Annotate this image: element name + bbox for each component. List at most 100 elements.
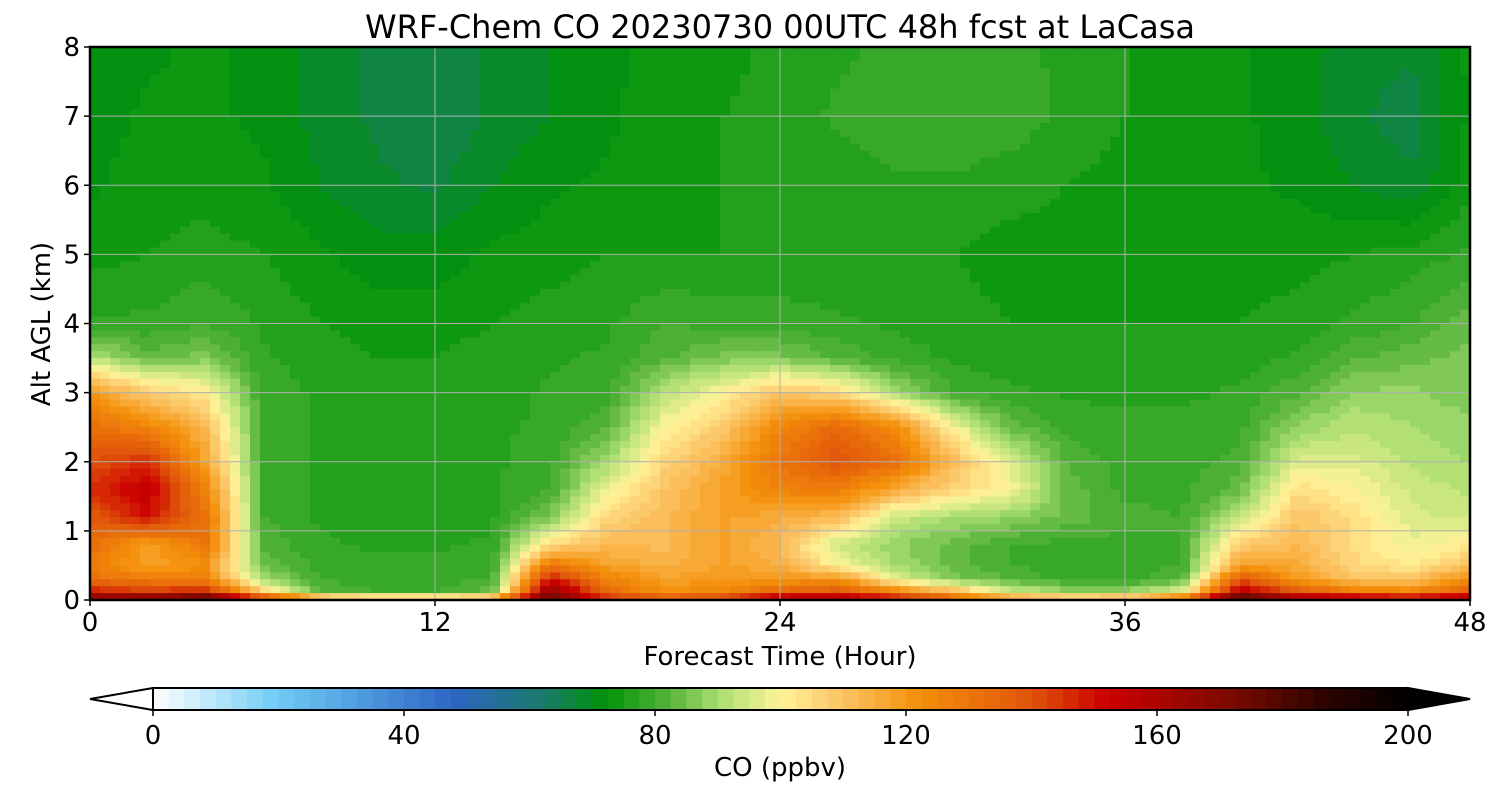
heatmap-cell xyxy=(1370,74,1381,83)
heatmap-cell xyxy=(1440,240,1451,249)
heatmap-cell xyxy=(850,254,861,262)
heatmap-cell xyxy=(1240,288,1251,297)
heatmap-cell xyxy=(110,157,121,166)
heatmap-cell xyxy=(950,219,961,228)
heatmap-cell xyxy=(1430,178,1441,186)
heatmap-cell xyxy=(1270,157,1281,166)
heatmap-cell xyxy=(360,136,371,145)
heatmap-cell xyxy=(990,136,1001,145)
heatmap-cell xyxy=(1080,219,1091,228)
heatmap-cell xyxy=(1200,247,1211,255)
heatmap-cell xyxy=(970,226,981,235)
heatmap-cell xyxy=(890,275,901,283)
heatmap-cell xyxy=(1440,116,1451,124)
heatmap-cell xyxy=(1360,67,1371,76)
heatmap-cell xyxy=(90,150,101,159)
heatmap-cell xyxy=(250,268,261,276)
heatmap-cell xyxy=(180,219,191,228)
heatmap-cell xyxy=(450,102,461,110)
heatmap-cell xyxy=(270,123,281,131)
heatmap-cell xyxy=(590,178,601,186)
heatmap-cell xyxy=(1250,123,1261,131)
heatmap-cell xyxy=(660,53,671,62)
heatmap-cell xyxy=(200,261,211,269)
heatmap-cell xyxy=(1460,226,1470,235)
heatmap-cell xyxy=(860,74,871,83)
heatmap-cell xyxy=(760,178,771,186)
heatmap-cell xyxy=(1280,129,1291,138)
heatmap-cell xyxy=(120,268,131,276)
heatmap-cell xyxy=(350,240,361,249)
heatmap-cell xyxy=(450,178,461,186)
heatmap-cell xyxy=(1090,47,1101,55)
heatmap-cell xyxy=(490,67,501,76)
heatmap-cell xyxy=(850,185,861,193)
heatmap-cell xyxy=(740,143,751,152)
heatmap-cell xyxy=(1100,282,1111,290)
heatmap-cell xyxy=(230,205,241,214)
heatmap-cell xyxy=(520,185,531,193)
heatmap-cell xyxy=(1160,164,1171,173)
heatmap-cell xyxy=(470,212,481,221)
heatmap-cell xyxy=(600,67,611,76)
heatmap-cell xyxy=(1290,53,1301,62)
heatmap-cell xyxy=(600,226,611,235)
heatmap-cell xyxy=(120,178,131,186)
heatmap-cell xyxy=(950,74,961,83)
heatmap-cell xyxy=(1180,219,1191,228)
heatmap-cell xyxy=(1040,275,1051,283)
heatmap-cell xyxy=(220,123,231,131)
heatmap-cell xyxy=(1150,288,1161,297)
heatmap-cell xyxy=(1250,81,1261,90)
heatmap-cell xyxy=(680,47,691,55)
heatmap-cell xyxy=(390,164,401,173)
heatmap-cell xyxy=(510,109,521,117)
heatmap-cell xyxy=(870,47,881,55)
heatmap-cell xyxy=(970,185,981,193)
heatmap-cell xyxy=(270,247,281,255)
heatmap-cell xyxy=(380,226,391,235)
heatmap-cell xyxy=(440,178,451,186)
heatmap-cell xyxy=(690,95,701,103)
heatmap-cell xyxy=(1370,109,1381,117)
heatmap-cell xyxy=(540,67,551,76)
heatmap-cell xyxy=(780,47,791,55)
heatmap-cell xyxy=(910,192,921,200)
heatmap-cell xyxy=(930,226,941,235)
heatmap-cell xyxy=(1150,275,1161,283)
heatmap-cell xyxy=(90,185,101,193)
heatmap-cell xyxy=(440,102,451,110)
heatmap-cell xyxy=(1070,67,1081,76)
heatmap-cell xyxy=(1040,288,1051,297)
heatmap-cell xyxy=(1430,95,1441,103)
heatmap-cell xyxy=(1340,282,1351,290)
heatmap-cell xyxy=(1160,205,1171,214)
heatmap-cell xyxy=(240,199,251,207)
heatmap-cell xyxy=(800,185,811,193)
heatmap-cell xyxy=(400,47,411,55)
heatmap-cell xyxy=(330,295,341,304)
heatmap-cell xyxy=(1270,171,1281,179)
heatmap-cell xyxy=(540,185,551,193)
heatmap-cell xyxy=(1100,171,1111,179)
heatmap-cell xyxy=(160,192,171,200)
heatmap-cell xyxy=(860,240,871,249)
heatmap-cell xyxy=(1260,282,1271,290)
heatmap-cell xyxy=(520,67,531,76)
heatmap-cell xyxy=(710,199,721,207)
heatmap-cell xyxy=(1010,226,1021,235)
heatmap-cell xyxy=(750,247,761,255)
heatmap-cell xyxy=(160,171,171,179)
heatmap-cell xyxy=(100,116,111,124)
heatmap-cell xyxy=(1200,219,1211,228)
heatmap-cell xyxy=(1190,102,1201,110)
heatmap-cell xyxy=(590,288,601,297)
heatmap-cell xyxy=(250,47,261,55)
heatmap-cell xyxy=(1070,53,1081,62)
heatmap-cell xyxy=(970,282,981,290)
heatmap-cell xyxy=(170,240,181,249)
heatmap-cell xyxy=(660,199,671,207)
heatmap-cell xyxy=(1240,53,1251,62)
heatmap-cell xyxy=(380,157,391,166)
heatmap-cell xyxy=(770,171,781,179)
